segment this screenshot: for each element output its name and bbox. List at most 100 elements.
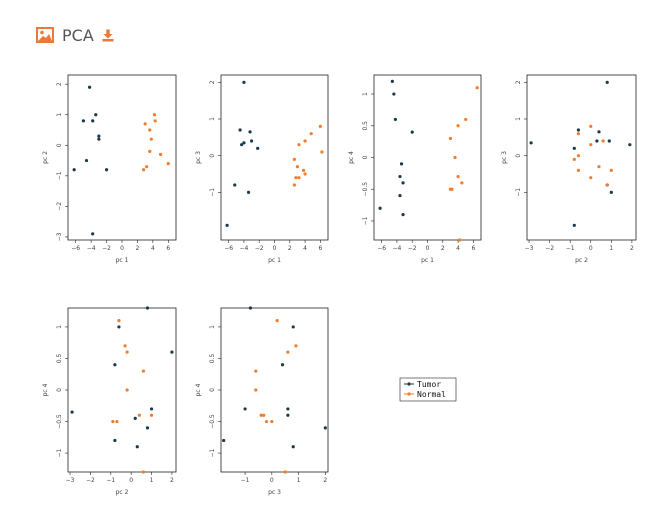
point-normal (142, 168, 146, 172)
point-tumor (595, 139, 599, 143)
point-tumor (246, 190, 251, 194)
page-title: PCA (62, 25, 94, 45)
point-normal (589, 143, 593, 147)
point-tumor (81, 119, 86, 123)
point-normal (589, 124, 593, 128)
point-tumor (291, 325, 295, 329)
x-axis-label: pc 3 (268, 489, 281, 496)
point-normal (464, 117, 468, 122)
x-tick-label: −2 (255, 245, 264, 252)
point-tumor (88, 85, 92, 89)
point-normal (450, 187, 454, 191)
point-normal (609, 168, 613, 172)
y-tick-label: −1 (209, 188, 216, 197)
plot-frame (67, 74, 177, 241)
y-tick-label: −1 (515, 188, 522, 197)
scatter-panel-2: −6 −4 −2 0 2 4 6 −1 0 1 2 pc 1 pc 3 (195, 74, 329, 264)
point-tumor (291, 445, 295, 449)
x-tick-label: 6 (318, 245, 322, 252)
point-normal (601, 139, 605, 143)
point-normal (283, 470, 287, 474)
point-tumor (248, 130, 252, 134)
point-normal (297, 176, 301, 180)
point-tumor (70, 410, 74, 414)
x-tick-label: 2 (136, 245, 140, 252)
x-tick-label: −6 (377, 245, 386, 252)
scatter-panel-1: −6 −4 −2 0 2 4 6 −3 −2 −1 0 1 2 pc 1 pc 2 (42, 74, 177, 264)
plot-frame (220, 74, 329, 241)
point-tumor (170, 350, 174, 354)
y-tick-label: 1 (56, 325, 63, 329)
y-tick-label: 1 (56, 113, 63, 117)
x-tick-label: 4 (456, 245, 460, 252)
y-tick-label: −2 (56, 202, 63, 211)
scatter-panel-3: −6 −4 −2 0 2 4 6 −1 −0.5 0 0.5 1 pc 1 pc 4 (348, 74, 482, 264)
x-tick-label: −1 (106, 477, 115, 484)
y-tick-label: 1 (362, 92, 369, 96)
point-normal (148, 128, 152, 132)
point-tumor (398, 193, 402, 198)
point-tumor (401, 213, 405, 217)
point-tumor (97, 134, 101, 138)
point-normal (148, 149, 152, 153)
point-normal (292, 183, 296, 187)
point-normal (456, 174, 460, 179)
y-tick-label: 0 (362, 155, 369, 159)
point-normal (292, 157, 296, 161)
point-tumor (225, 223, 229, 227)
y-tick-label: −0.5 (56, 414, 63, 429)
x-axis-label: pc 1 (116, 257, 129, 264)
point-normal (294, 344, 298, 348)
x-tick-label: −4 (87, 245, 96, 252)
y-axis-label: pc 4 (348, 151, 355, 164)
point-normal (149, 413, 154, 417)
y-tick-label: 1 (209, 117, 216, 121)
y-tick-label: −1 (362, 216, 369, 225)
point-normal (262, 413, 266, 417)
x-tick-label: 2 (288, 245, 292, 252)
point-tumor (628, 143, 632, 147)
point-normal (125, 388, 129, 392)
point-normal (264, 419, 269, 424)
point-normal (145, 165, 149, 169)
point-normal (123, 344, 127, 348)
x-axis-label: pc 2 (116, 489, 129, 496)
x-tick-label: 0 (270, 477, 274, 484)
x-tick-label: 0 (129, 477, 133, 484)
point-normal (589, 176, 593, 180)
download-icon[interactable] (102, 29, 114, 42)
point-normal (254, 388, 258, 392)
x-tick-label: −2 (102, 245, 111, 252)
x-tick-label: 0 (120, 245, 124, 252)
point-normal (572, 157, 576, 161)
point-tumor (91, 232, 95, 236)
x-tick-label: −2 (86, 477, 95, 484)
point-normal (152, 113, 156, 117)
y-axis-label: pc 2 (42, 151, 49, 164)
point-normal (286, 350, 290, 354)
x-tick-label: 2 (630, 245, 634, 252)
point-tumor (256, 146, 260, 150)
point-normal (576, 154, 581, 158)
point-normal (166, 162, 170, 166)
x-tick-label: 2 (170, 477, 174, 484)
point-tumor (378, 206, 382, 210)
point-tumor (117, 325, 121, 329)
point-tumor (222, 438, 226, 443)
point-tumor (94, 113, 98, 117)
point-tumor (240, 143, 244, 147)
point-tumor (72, 168, 76, 172)
chart-header: PCA (36, 24, 114, 46)
point-tumor (113, 363, 117, 367)
x-tick-label: −1 (241, 477, 250, 484)
point-tumor (133, 416, 137, 420)
point-normal (460, 181, 464, 185)
point-normal (309, 132, 313, 136)
point-tumor (135, 445, 139, 449)
y-tick-label: −0.5 (209, 414, 216, 429)
y-tick-label: −3 (56, 232, 63, 241)
point-normal (111, 419, 115, 424)
point-tumor (572, 223, 576, 227)
plot-frame (526, 74, 637, 241)
plot-frame (373, 74, 482, 241)
